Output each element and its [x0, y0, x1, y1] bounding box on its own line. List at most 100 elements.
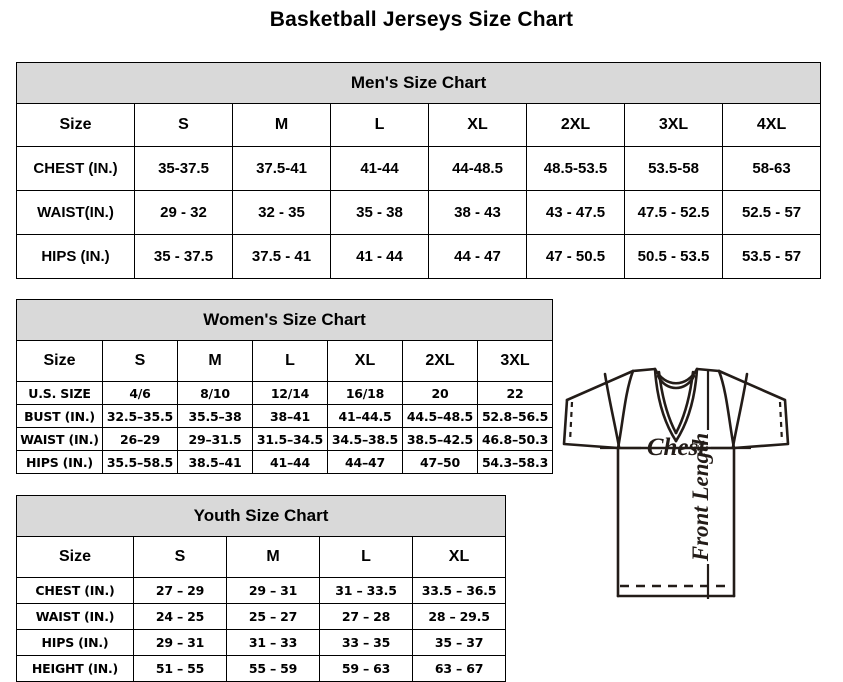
table-cell: 22: [476, 381, 554, 405]
table-cell: 38–41: [252, 404, 328, 428]
column-header-3xl: 3XL: [624, 103, 723, 147]
row-label: WAIST (IN.): [16, 603, 134, 630]
table-row: HEIGHT (IN.) 51 – 55 55 – 59 59 – 63 63 …: [16, 655, 507, 682]
table-cell: 27 – 28: [319, 603, 413, 630]
column-header-2xl: 2XL: [402, 340, 478, 382]
table-row: CHEST (IN.) 35-37.5 37.5-41 41-44 44-48.…: [16, 146, 822, 191]
table-cell: 38.5–41: [177, 450, 253, 474]
table-header-row: Size S M L XL 2XL 3XL: [16, 340, 554, 382]
table-cell: 35.5–58.5: [102, 450, 178, 474]
column-header-size: Size: [16, 536, 134, 578]
table-caption-row: Women's Size Chart: [15, 299, 554, 341]
table-cell: 31 – 33: [226, 629, 320, 656]
table-cell: 52.8–56.5: [476, 404, 554, 428]
table-cell: 48.5-53.5: [526, 146, 625, 191]
row-label: BUST (IN.): [16, 404, 103, 428]
column-header-l: L: [330, 103, 429, 147]
youth-size-chart-table: Youth Size Chart Size S M L XL CHEST (IN…: [15, 495, 507, 682]
table-cell: 29 – 31: [226, 577, 320, 604]
row-label: HIPS (IN.): [16, 450, 103, 474]
table-row: WAIST(IN.) 29 - 32 32 - 35 35 - 38 38 - …: [16, 190, 822, 235]
table-row: WAIST (IN.) 24 – 25 25 – 27 27 – 28 28 –…: [16, 603, 507, 630]
table-cell: 43 - 47.5: [526, 190, 625, 235]
column-header-size: Size: [16, 340, 103, 382]
youth-chart-caption: Youth Size Chart: [15, 495, 507, 537]
column-header-l: L: [252, 340, 328, 382]
column-header-s: S: [102, 340, 178, 382]
table-cell: 28 – 29.5: [411, 603, 507, 630]
column-header-xl: XL: [428, 103, 527, 147]
row-label: CHEST (IN.): [16, 146, 135, 191]
table-cell: 44–47: [327, 450, 403, 474]
table-cell: 4/6: [102, 381, 178, 405]
row-label: U.S. SIZE: [16, 381, 103, 405]
table-cell: 35-37.5: [134, 146, 233, 191]
table-cell: 16/18: [327, 381, 403, 405]
table-row: U.S. SIZE 4/6 8/10 12/14 16/18 20 22: [16, 381, 554, 405]
table-cell: 37.5 - 41: [232, 234, 331, 279]
table-cell: 35 - 38: [330, 190, 429, 235]
column-header-2xl: 2XL: [526, 103, 625, 147]
row-label: WAIST (IN.): [16, 427, 103, 451]
table-cell: 37.5-41: [232, 146, 331, 191]
table-cell: 29 – 31: [133, 629, 227, 656]
table-cell: 54.3–58.3: [476, 450, 554, 474]
table-caption-row: Men's Size Chart: [15, 62, 822, 104]
table-cell: 24 – 25: [133, 603, 227, 630]
table-cell: 44-48.5: [428, 146, 527, 191]
column-header-m: M: [232, 103, 331, 147]
row-label: CHEST (IN.): [16, 577, 134, 604]
table-cell: 35.5–38: [177, 404, 253, 428]
table-caption-row: Youth Size Chart: [15, 495, 507, 537]
table-cell: 33.5 – 36.5: [411, 577, 507, 604]
table-cell: 41–44.5: [327, 404, 403, 428]
column-header-xl: XL: [327, 340, 403, 382]
column-header-s: S: [133, 536, 227, 578]
table-cell: 58-63: [721, 146, 822, 191]
table-cell: 32 - 35: [232, 190, 331, 235]
table-cell: 46.8–50.3: [476, 427, 554, 451]
table-cell: 51 – 55: [133, 655, 227, 682]
womens-size-chart-table: Women's Size Chart Size S M L XL 2XL 3XL…: [15, 299, 554, 474]
table-cell: 38.5–42.5: [402, 427, 478, 451]
table-cell: 47.5 - 52.5: [624, 190, 723, 235]
row-label: HEIGHT (IN.): [16, 655, 134, 682]
table-cell: 55 – 59: [226, 655, 320, 682]
table-cell: 44.5–48.5: [402, 404, 478, 428]
column-header-4xl: 4XL: [721, 103, 822, 147]
table-cell: 47 - 50.5: [526, 234, 625, 279]
table-cell: 33 – 35: [319, 629, 413, 656]
column-header-xl: XL: [411, 536, 507, 578]
column-header-size: Size: [16, 103, 135, 147]
table-header-row: Size S M L XL 2XL 3XL 4XL: [16, 103, 822, 147]
table-cell: 8/10: [177, 381, 253, 405]
womens-chart-caption: Women's Size Chart: [15, 299, 554, 341]
table-row: HIPS (IN.) 29 – 31 31 – 33 33 – 35 35 – …: [16, 629, 507, 656]
table-cell: 32.5–35.5: [102, 404, 178, 428]
row-label: WAIST(IN.): [16, 190, 135, 235]
table-cell: 38 - 43: [428, 190, 527, 235]
sleeve-stitch-dashes: [568, 401, 784, 443]
table-cell: 31.5–34.5: [252, 427, 328, 451]
table-cell: 52.5 - 57: [721, 190, 822, 235]
table-row: WAIST (IN.) 26–29 29–31.5 31.5–34.5 34.5…: [16, 427, 554, 451]
table-cell: 53.5-58: [624, 146, 723, 191]
front-length-label: Front Length: [688, 433, 713, 562]
table-cell: 35 – 37: [411, 629, 507, 656]
table-cell: 34.5–38.5: [327, 427, 403, 451]
table-cell: 44 - 47: [428, 234, 527, 279]
table-cell: 47–50: [402, 450, 478, 474]
table-cell: 31 – 33.5: [319, 577, 413, 604]
table-cell: 41–44: [252, 450, 328, 474]
table-cell: 27 – 29: [133, 577, 227, 604]
column-header-l: L: [319, 536, 413, 578]
column-header-s: S: [134, 103, 233, 147]
table-cell: 35 - 37.5: [134, 234, 233, 279]
table-cell: 29 - 32: [134, 190, 233, 235]
table-cell: 41 - 44: [330, 234, 429, 279]
page-title: Basketball Jerseys Size Chart: [269, 8, 574, 31]
table-cell: 53.5 - 57: [721, 234, 822, 279]
column-header-3xl: 3XL: [476, 340, 554, 382]
table-cell: 63 – 67: [411, 655, 507, 682]
chest-label: Chest: [647, 434, 706, 461]
